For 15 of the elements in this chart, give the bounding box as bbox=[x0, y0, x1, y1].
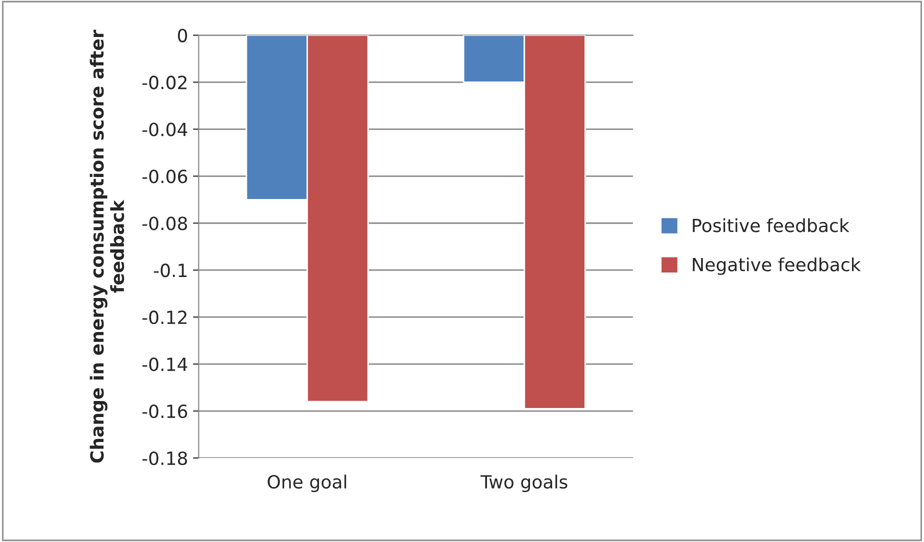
y-axis-title: Change in energy consumption score after feedback bbox=[90, 30, 124, 463]
legend-label: Negative feedback bbox=[692, 257, 861, 275]
legend-label: Positive feedback bbox=[692, 218, 850, 232]
x-tick-label: Two goals bbox=[480, 474, 568, 492]
y-tick-label: -0.12 bbox=[142, 310, 186, 324]
y-tick-label: -0.08 bbox=[142, 216, 188, 230]
y-tick-label: -0.06 bbox=[142, 170, 188, 184]
y-tick-label: -0.1 bbox=[154, 264, 187, 278]
x-tick-label: One goal bbox=[268, 474, 346, 492]
y-tick-label: 0 bbox=[178, 28, 188, 42]
y-tick-label: -0.18 bbox=[142, 451, 188, 466]
y-tick-label: -0.02 bbox=[142, 76, 186, 90]
y-tick-label: -0.14 bbox=[142, 358, 188, 372]
y-tick-label: -0.16 bbox=[142, 404, 188, 418]
y-tick-label: -0.04 bbox=[142, 122, 188, 136]
